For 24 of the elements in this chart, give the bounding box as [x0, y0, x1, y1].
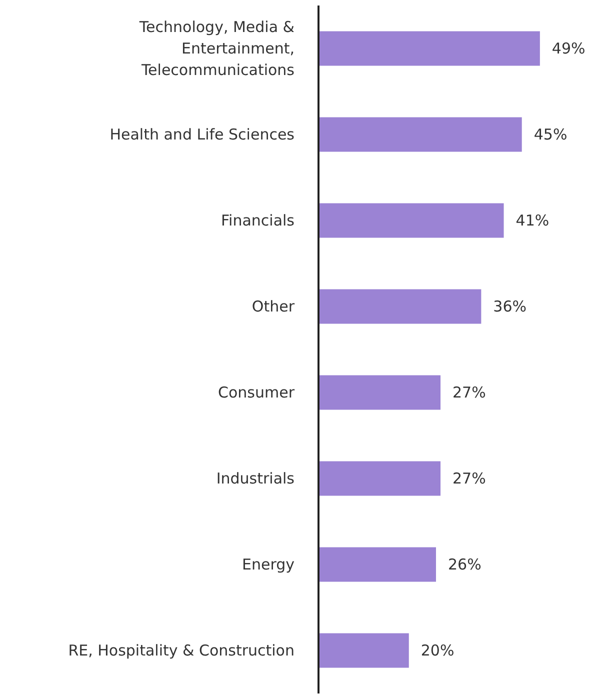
bar	[318, 547, 436, 582]
bar	[318, 375, 441, 410]
data-label: 36%	[493, 298, 527, 316]
data-label: 41%	[516, 212, 550, 230]
y-tick-label: Technology, Media & Entertainment, Telecommunications	[138, 18, 295, 80]
y-tick-label: RE, Hospitality & Construction	[68, 642, 295, 660]
y-tick-label: Industrials	[216, 470, 295, 488]
bar	[318, 203, 504, 238]
data-label: 26%	[448, 556, 482, 574]
data-label: 20%	[420, 642, 454, 660]
data-label: 45%	[534, 126, 568, 144]
bar	[318, 633, 409, 668]
y-tick-label: Other	[252, 298, 296, 316]
bar	[318, 31, 540, 66]
y-tick-label: Financials	[221, 212, 295, 230]
bar	[318, 461, 441, 496]
y-tick-label: Consumer	[218, 384, 296, 402]
data-label: 49%	[552, 40, 586, 58]
y-tick-label: Health and Life Sciences	[110, 126, 295, 144]
data-label: 27%	[452, 470, 486, 488]
data-label: 27%	[452, 384, 486, 402]
y-tick-label: Energy	[242, 556, 295, 574]
bar	[318, 117, 522, 152]
bar	[318, 289, 482, 324]
